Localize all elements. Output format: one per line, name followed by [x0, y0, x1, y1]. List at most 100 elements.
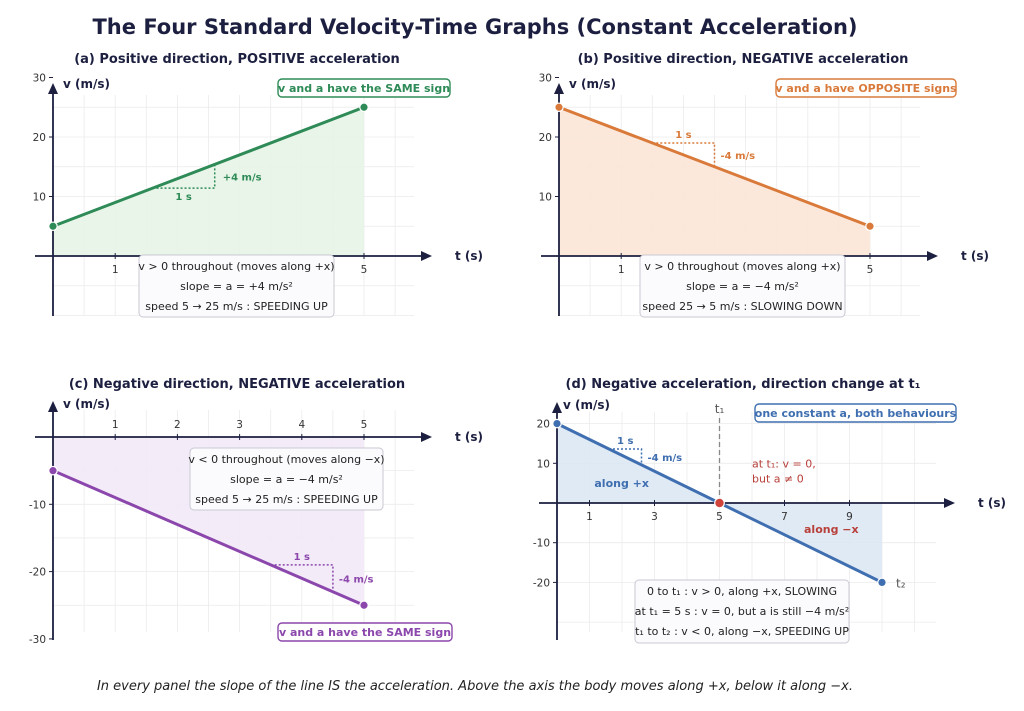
x-tick-label: 9	[846, 511, 853, 523]
x-tick-label: 5	[867, 264, 874, 276]
info-line: t₁ to t₂ : v < 0, along −x, SPEEDING UP	[635, 625, 849, 638]
slope-rise-label: -4 m/s	[721, 151, 756, 162]
panel-title: (c) Negative direction, NEGATIVE acceler…	[69, 377, 405, 392]
panel-title: (a) Positive direction, POSITIVE acceler…	[74, 52, 400, 67]
info-box	[634, 579, 850, 644]
data-point	[865, 221, 875, 232]
y-tick-label: 30	[33, 73, 46, 85]
panel-title: (d) Negative acceleration, direction cha…	[566, 377, 921, 392]
slope-triangle	[652, 142, 716, 167]
y-tick-label: -20	[533, 577, 550, 589]
badge-box	[277, 622, 453, 642]
slope-run-label: 1 s	[617, 436, 633, 447]
slope-run-label: 1 s	[175, 192, 191, 203]
x-tick-label: 3	[651, 511, 658, 523]
badge-text: v and a have OPPOSITE signs	[775, 82, 957, 95]
x-axis-arrow	[421, 251, 432, 261]
slope-triangle	[270, 564, 334, 592]
slope-triangle	[152, 164, 216, 189]
y-tick-label: 10	[539, 192, 552, 204]
data-point	[877, 577, 887, 588]
data-point	[48, 465, 58, 476]
y-tick-label: -20	[29, 567, 46, 579]
badge-text: v and a have the SAME sign	[279, 626, 451, 639]
x-tick-label: 1	[586, 511, 593, 523]
x-axis-label: t (s)	[961, 249, 989, 263]
x-tick-label: 5	[716, 511, 723, 523]
x-axis-label: t (s)	[455, 430, 483, 444]
y-tick-label: 20	[537, 419, 550, 431]
panel-a: (a) Positive direction, POSITIVE acceler…	[33, 52, 483, 318]
info-box	[138, 254, 335, 318]
y-axis-arrow	[552, 402, 562, 413]
badge-text: v and a have the SAME sign	[278, 82, 450, 95]
figure-title: The Four Standard Velocity-Time Graphs (…	[92, 15, 857, 39]
slope-rise-label: -4 m/s	[648, 453, 683, 464]
info-line: slope = a = −4 m/s²	[686, 280, 799, 293]
panel-title: (b) Positive direction, NEGATIVE acceler…	[578, 52, 909, 67]
info-line: v < 0 throughout (moves along −x)	[188, 453, 384, 466]
info-line: speed 5 → 25 m/s : SPEEDING UP	[145, 300, 328, 313]
t2-label: t₂	[896, 576, 906, 590]
y-tick-label: -10	[29, 499, 46, 511]
slope-triangle	[609, 448, 643, 465]
y-axis-label: v (m/s)	[63, 77, 110, 91]
x-axis-label: t (s)	[455, 249, 483, 263]
data-point	[554, 102, 564, 113]
y-tick-label: -10	[533, 538, 550, 550]
info-line: v > 0 throughout (moves along +x)	[138, 260, 334, 273]
x-tick-label: 1	[618, 264, 625, 276]
x-tick-label: 5	[361, 264, 368, 276]
area-fill	[559, 107, 870, 256]
area-fill	[53, 107, 364, 256]
zero-crossing-point	[714, 497, 725, 509]
slope-run-label: 1 s	[294, 552, 310, 563]
series-line	[51, 469, 366, 607]
note-line: at t₁: v = 0,	[752, 457, 816, 470]
info-line: speed 25 → 5 m/s : SLOWING DOWN	[642, 300, 842, 313]
info-line: slope = a = +4 m/s²	[180, 280, 293, 293]
badge-box	[775, 78, 957, 98]
info-line: 0 to t₁ : v > 0, along +x, SLOWING	[647, 585, 837, 598]
y-axis-arrow	[48, 83, 58, 94]
t1-label: t₁	[715, 402, 725, 416]
x-tick-label: 1	[112, 264, 119, 276]
x-tick-label: 5	[361, 419, 368, 431]
info-box	[189, 447, 384, 511]
figure-caption: In every panel the slope of the line IS …	[97, 679, 853, 694]
badge-box	[754, 403, 957, 423]
x-axis-label: t (s)	[978, 496, 1006, 510]
x-tick-label: 3	[236, 419, 243, 431]
badge-text: one constant a, both behaviours	[755, 407, 957, 420]
x-tick-label: 2	[174, 419, 181, 431]
data-point	[48, 221, 58, 232]
panel-d: (d) Negative acceleration, direction cha…	[533, 377, 1006, 644]
slope-rise-label: -4 m/s	[339, 574, 374, 585]
panel-b: (b) Positive direction, NEGATIVE acceler…	[539, 52, 989, 318]
x-tick-label: 4	[298, 419, 305, 431]
y-tick-label: -30	[29, 634, 46, 646]
y-tick-label: 20	[539, 132, 552, 144]
info-line: slope = a = −4 m/s²	[230, 473, 343, 486]
info-box	[639, 254, 846, 318]
y-axis-arrow	[48, 401, 58, 412]
y-tick-label: 20	[33, 132, 46, 144]
region-label-above: along +x	[594, 477, 649, 490]
y-tick-label: 10	[33, 192, 46, 204]
y-axis-label: v (m/s)	[63, 397, 110, 411]
data-point	[359, 600, 369, 611]
info-line: speed 5 → 25 m/s : SPEEDING UP	[195, 493, 378, 506]
y-axis-arrow	[554, 83, 564, 94]
series-line	[557, 105, 872, 228]
x-axis-arrow	[421, 432, 432, 442]
info-line: at t₁ = 5 s : v = 0, but a is still −4 m…	[635, 605, 849, 618]
slope-run-label: 1 s	[675, 130, 691, 141]
y-axis-label: v (m/s)	[563, 398, 610, 412]
series-line	[51, 105, 366, 228]
note-line: but a ≠ 0	[752, 472, 804, 485]
x-axis-arrow	[927, 251, 938, 261]
y-tick-label: 10	[537, 458, 550, 470]
x-tick-label: 1	[112, 419, 119, 431]
x-tick-label: 7	[781, 511, 788, 523]
slope-rise-label: +4 m/s	[223, 172, 262, 183]
